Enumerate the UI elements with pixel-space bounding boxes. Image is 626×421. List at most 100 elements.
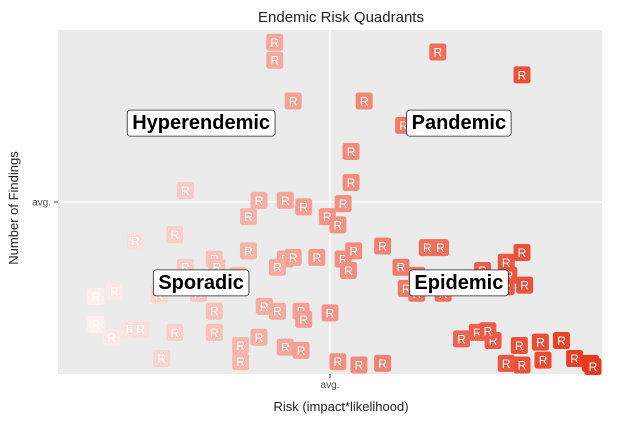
quadrant-label-box-pandemic (406, 109, 512, 137)
data-point-label-51: R (260, 300, 269, 314)
data-point-label-62: R (236, 339, 245, 353)
data-point-marker-12 (239, 208, 257, 226)
data-point-label-55: R (326, 306, 335, 320)
data-point-label-5: R (360, 94, 369, 108)
data-point-33: R (339, 261, 357, 279)
data-point-marker-13 (295, 198, 313, 216)
data-point-marker-27 (418, 239, 436, 257)
data-point-78: R (497, 354, 515, 372)
data-point-marker-9 (176, 182, 194, 200)
data-point-label-30: R (213, 261, 222, 275)
data-point-marker-56 (87, 315, 105, 333)
data-point-marker-64 (276, 338, 294, 356)
data-point-label-24: R (339, 253, 348, 267)
data-point-label-72: R (515, 339, 524, 353)
data-point-marker-47 (105, 283, 123, 301)
data-point-13: R (295, 198, 313, 216)
data-point-marker-0 (266, 33, 284, 51)
data-point-marker-74 (479, 322, 497, 340)
data-point-label-47: R (110, 285, 119, 299)
data-point-label-37: R (502, 256, 511, 270)
data-point-marker-54 (295, 310, 313, 328)
data-point-marker-1 (266, 51, 284, 69)
data-point-label-54: R (299, 313, 308, 327)
data-point-label-69: R (355, 359, 364, 373)
data-point-marker-80 (513, 356, 531, 374)
data-point-label-77: R (557, 334, 566, 348)
quadrant-label-box-sporadic (152, 269, 250, 297)
data-point-label-3: R (518, 68, 527, 82)
data-point-label-38: R (505, 269, 514, 283)
data-point-marker-16 (334, 195, 352, 213)
data-point-label-68: R (334, 355, 343, 369)
data-point-55: R (321, 304, 339, 322)
data-point-23: R (308, 248, 326, 266)
data-point-label-34: R (397, 261, 406, 275)
data-point-67: R (232, 353, 250, 371)
data-point-marker-51 (255, 297, 273, 315)
data-point-marker-46 (87, 288, 105, 306)
data-point-label-56: R (92, 318, 101, 332)
data-point-65: R (292, 341, 310, 359)
data-point-label-9: R (181, 184, 190, 198)
data-point-label-78: R (502, 357, 511, 371)
x-axis-title: Risk (impact*likelihood) (273, 399, 408, 414)
data-point-63: R (250, 328, 268, 346)
data-point-label-2: R (433, 46, 442, 60)
data-point-marker-26 (374, 237, 392, 255)
data-point-75: R (453, 330, 470, 348)
data-point-marker-66 (153, 349, 171, 367)
data-point-label-79: R (539, 354, 548, 368)
data-point-marker-11 (276, 191, 294, 209)
data-point-label-28: R (436, 241, 445, 255)
data-point-51: R (255, 297, 273, 315)
data-point-label-16: R (339, 197, 348, 211)
data-point-label-13: R (299, 200, 308, 214)
data-point-label-1: R (270, 54, 279, 68)
data-point-11: R (276, 191, 294, 209)
data-point-label-58: R (126, 323, 135, 337)
data-point-28: R (431, 239, 449, 257)
data-point-45: R (516, 276, 534, 294)
data-point-label-17: R (131, 235, 140, 249)
data-point-label-63: R (255, 331, 264, 345)
data-point-10: R (250, 191, 268, 209)
quadrant-label-text-pandemic: Pandemic (412, 112, 506, 134)
data-point-label-10: R (255, 194, 264, 208)
data-point-81: R (566, 349, 584, 367)
data-point-77: R (552, 332, 570, 350)
data-point-label-74: R (483, 324, 492, 338)
data-point-50: R (205, 302, 223, 320)
data-point-18: R (166, 226, 184, 244)
data-point-9: R (176, 182, 194, 200)
data-point-marker-72 (510, 336, 528, 354)
data-point-34: R (392, 258, 410, 276)
data-point-marker-76 (531, 333, 549, 351)
quadrant-label-box-epidemic (409, 269, 509, 297)
data-point-marker-3 (513, 66, 531, 84)
data-point-marker-33 (339, 261, 357, 279)
data-point-20: R (239, 242, 257, 260)
data-point-label-11: R (281, 194, 290, 208)
data-point-label-76: R (536, 336, 545, 350)
data-point-label-50: R (210, 305, 219, 319)
data-point-72: R (510, 336, 528, 354)
data-point-37: R (497, 253, 515, 271)
data-point-label-23: R (313, 251, 322, 265)
data-point-52: R (268, 302, 286, 320)
data-point-22: R (284, 248, 302, 266)
data-point-label-65: R (297, 344, 306, 358)
data-point-label-75: R (457, 332, 466, 346)
data-point-47: R (105, 283, 123, 301)
data-point-68: R (329, 353, 347, 371)
data-point-label-27: R (423, 241, 432, 255)
data-point-4: R (284, 92, 302, 110)
data-point-marker-61 (205, 323, 223, 341)
data-point-2: R (429, 43, 447, 61)
data-point-label-71: R (489, 334, 498, 348)
data-point-label-29: R (181, 261, 190, 275)
data-point-marker-4 (284, 92, 302, 110)
x-tick-label-0: avg. (321, 380, 340, 391)
